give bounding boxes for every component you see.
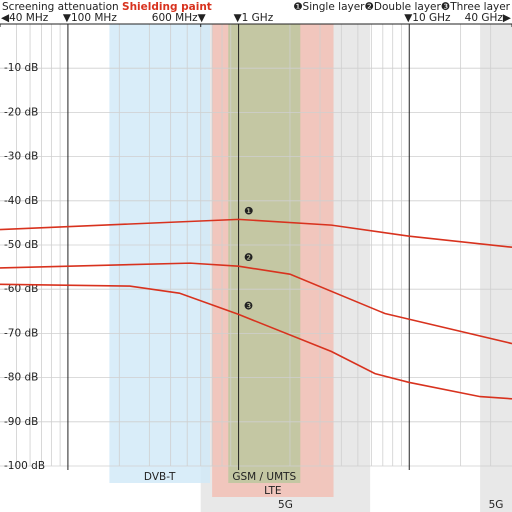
chart-subtitle: Shielding paint <box>122 1 212 13</box>
series-annotation: ❷ <box>244 252 253 264</box>
y-tick-label: -60 dB <box>4 283 38 295</box>
legend-marker: ❷ <box>365 1 374 13</box>
legend: ❶Single layer❷Double layer❸Three layer <box>293 1 511 13</box>
x-tick-label: ▼100 MHz <box>63 12 117 24</box>
legend-label: Single layer <box>303 1 366 13</box>
frequency-band <box>480 24 512 512</box>
series-line <box>0 218 512 249</box>
series-annotation: ❸ <box>244 300 253 312</box>
y-tick-label: -50 dB <box>4 239 38 251</box>
x-tick-label: ▼10 GHz <box>404 12 451 24</box>
x-tick-label: ▼1 GHz <box>234 12 274 24</box>
chart-title: Screening attenuation <box>2 1 119 13</box>
series-line <box>0 262 512 345</box>
band-label: LTE <box>264 485 281 497</box>
y-tick-label: -30 dB <box>4 151 38 163</box>
x-tick-label: 40 GHz▶ <box>465 12 512 24</box>
y-tick-label: -80 dB <box>4 372 38 384</box>
series-line <box>0 283 512 400</box>
band-label: GSM / UMTS <box>232 471 296 483</box>
legend-marker: ❸ <box>441 1 450 13</box>
x-tick-label: 600 MHz▼ <box>152 12 207 24</box>
band-label: DVB-T <box>144 471 176 483</box>
band-label: 5G <box>489 499 504 511</box>
y-tick-label: -40 dB <box>4 195 38 207</box>
chart-heading: Screening attenuation Shielding paint <box>2 1 212 13</box>
band-label: 5G <box>278 499 293 511</box>
frequency-band <box>228 24 301 483</box>
y-tick-label: -100 dB <box>4 460 45 472</box>
y-tick-label: -20 dB <box>4 106 38 118</box>
y-tick-label: -70 dB <box>4 327 38 339</box>
y-tick-label: -90 dB <box>4 416 38 428</box>
series-annotation: ❶ <box>244 205 253 217</box>
frequency-band <box>109 24 210 483</box>
legend-marker: ❶ <box>293 1 302 13</box>
y-tick-label: -10 dB <box>4 62 38 74</box>
legend-label: Three layer <box>449 1 510 13</box>
legend-label: Double layer <box>374 1 442 13</box>
x-tick-label: ◀40 MHz <box>1 12 49 24</box>
